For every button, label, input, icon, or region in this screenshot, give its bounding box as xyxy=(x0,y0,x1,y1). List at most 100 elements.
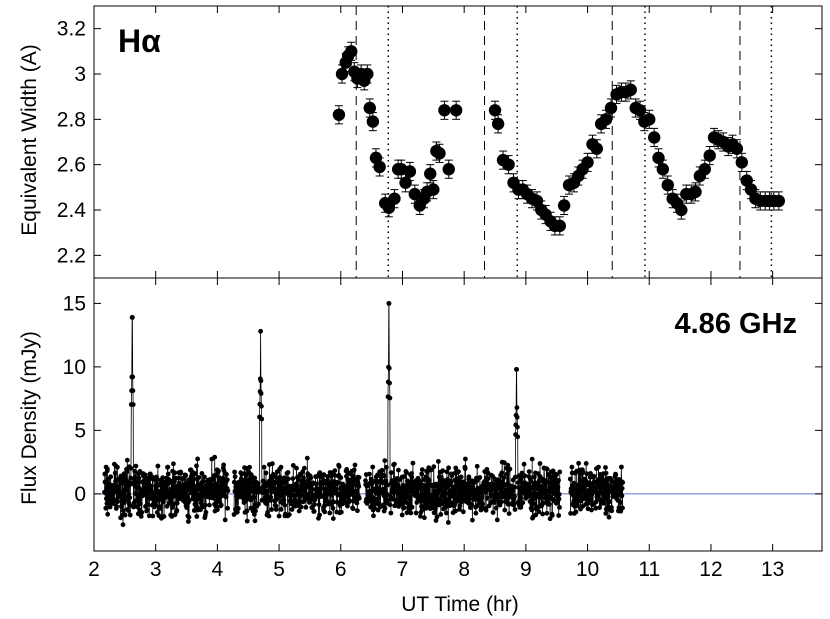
flux-data-point xyxy=(529,456,535,462)
flux-data-point xyxy=(298,487,304,493)
x-tick-label: 5 xyxy=(273,558,285,581)
flux-data-point xyxy=(218,502,224,508)
flux-data-point xyxy=(433,518,439,523)
flux-data-point xyxy=(616,505,622,510)
flux-data-point xyxy=(515,434,521,440)
flux-data-point xyxy=(285,470,291,475)
flux-data-point xyxy=(111,489,117,495)
flux-data-point xyxy=(474,463,480,469)
flux-data-point xyxy=(350,482,356,488)
flux-data-point xyxy=(138,501,143,507)
flux-data-point xyxy=(457,503,463,509)
flux-data-point xyxy=(504,471,510,477)
flux-data-point xyxy=(235,506,241,511)
flux-data-point xyxy=(386,301,392,306)
flux-data-point xyxy=(350,506,356,512)
flux-data-point xyxy=(163,485,169,491)
flux-data-point xyxy=(551,480,556,485)
ew-data-point xyxy=(433,147,446,160)
flux-data-point xyxy=(128,475,134,481)
flux-data-point xyxy=(258,391,264,396)
flux-data-point xyxy=(428,467,434,473)
flux-data-point xyxy=(387,502,393,508)
flux-data-point xyxy=(249,488,255,494)
flux-data-point xyxy=(417,480,422,486)
flux-data-point xyxy=(557,505,562,510)
flux-data-point xyxy=(301,479,307,484)
flux-data-point xyxy=(130,388,136,394)
ew-y-tick-label: 2.6 xyxy=(57,154,86,177)
flux-data-point xyxy=(514,405,520,410)
flux-data-point xyxy=(176,480,182,486)
flux-data-point xyxy=(138,514,144,519)
flux-data-point xyxy=(146,476,152,482)
flux-data-point xyxy=(330,516,336,521)
flux-data-point xyxy=(246,490,251,495)
flux-data-point xyxy=(444,469,450,475)
ew-data-point xyxy=(590,142,604,155)
flux-data-point xyxy=(613,492,619,498)
flux-data-point xyxy=(127,495,133,500)
flux-data-point xyxy=(255,481,261,486)
flux-data-point xyxy=(573,509,579,515)
flux-data-point xyxy=(499,470,505,476)
flux-data-point xyxy=(619,464,624,470)
ew-data-point xyxy=(703,149,716,162)
ew-data-point xyxy=(557,199,571,212)
flux-data-point xyxy=(514,414,520,420)
flux-data-point xyxy=(327,510,333,516)
flux-data-point xyxy=(112,470,118,476)
flux-data-point xyxy=(501,475,507,481)
flux-data-point xyxy=(483,507,489,513)
flux-data-point xyxy=(504,496,509,501)
flux-data-point xyxy=(202,474,207,480)
flux-data-point xyxy=(409,471,414,476)
flux-data-point xyxy=(418,513,423,519)
flux-data-point xyxy=(347,498,353,504)
flux-data-point xyxy=(223,494,229,500)
flux-data-point xyxy=(604,491,610,497)
flux-data-point xyxy=(338,475,344,480)
ew-data-point xyxy=(624,83,637,97)
ew-data-point xyxy=(382,201,396,214)
flux-data-point xyxy=(620,505,625,511)
flux-data-point xyxy=(160,475,166,481)
flux-data-point xyxy=(458,474,464,480)
flux-data-point xyxy=(387,380,392,386)
flux-data-point xyxy=(127,512,133,518)
flux-data-point xyxy=(448,480,454,486)
flux-data-point xyxy=(584,471,590,477)
flux-data-point xyxy=(134,479,140,485)
flux-data-point xyxy=(485,470,491,476)
flux-data-point xyxy=(392,461,397,467)
flux-data-point xyxy=(146,513,152,519)
flux-data-point xyxy=(549,513,555,518)
flux-data-point xyxy=(609,508,615,514)
flux-data-point xyxy=(308,475,314,481)
flux-data-point xyxy=(200,479,206,484)
flux-data-point xyxy=(128,465,134,471)
flux-data-point xyxy=(597,505,602,510)
flux-data-point xyxy=(139,510,145,515)
flux-data-point xyxy=(133,463,139,469)
flux-data-point xyxy=(460,509,466,515)
x-tick-label: 8 xyxy=(458,558,470,581)
flux-data-point xyxy=(281,497,287,503)
flux-data-point xyxy=(247,464,253,470)
flux-data-point xyxy=(103,505,109,511)
x-tick-label: 3 xyxy=(150,558,162,581)
flux-y-tick-label: 10 xyxy=(63,356,86,379)
flux-data-point xyxy=(120,522,126,528)
flux-data-point xyxy=(294,484,300,489)
flux-data-point xyxy=(431,510,437,516)
flux-data-point xyxy=(542,489,548,495)
ew-ylabel: Equivalent Width (A) xyxy=(18,44,41,235)
flux-data-point xyxy=(591,473,597,479)
flux-data-point xyxy=(603,511,609,516)
ew-panel xyxy=(332,6,786,278)
flux-data-point xyxy=(278,507,284,512)
flux-data-point xyxy=(304,455,310,461)
flux-data-point xyxy=(199,471,205,476)
flux-data-point xyxy=(115,499,120,505)
flux-data-point xyxy=(321,472,327,478)
